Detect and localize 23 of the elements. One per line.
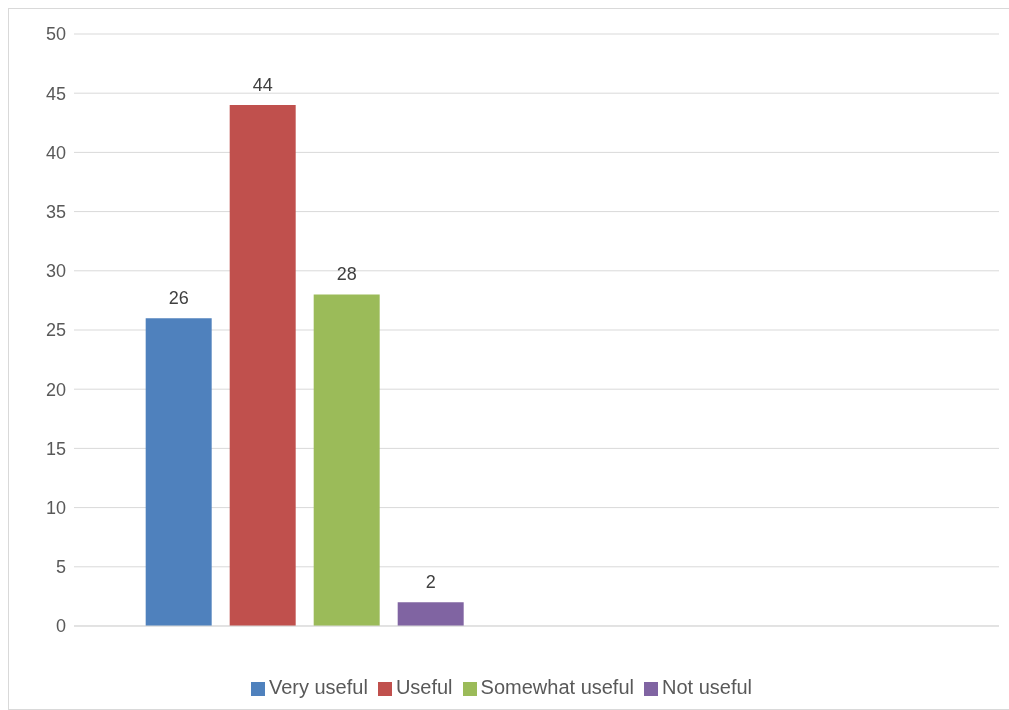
y-tick-label: 0 <box>55 616 66 637</box>
y-tick-label: 20 <box>45 379 66 400</box>
data-label: 44 <box>252 75 273 96</box>
legend-label: Somewhat useful <box>480 676 634 698</box>
data-label: 28 <box>336 264 357 285</box>
legend-label: Very useful <box>268 676 368 698</box>
legend-label: Useful <box>395 676 453 698</box>
y-tick-label: 45 <box>45 83 66 104</box>
data-label: 26 <box>168 288 189 309</box>
y-tick-label: 35 <box>45 201 66 222</box>
y-tick-label: 5 <box>55 557 66 578</box>
bar <box>313 294 380 626</box>
y-tick-label: 50 <box>45 24 66 45</box>
bar <box>145 318 212 626</box>
y-tick-label: 25 <box>45 320 66 341</box>
bar <box>397 602 464 626</box>
y-tick-label: 15 <box>45 438 66 459</box>
y-tick-label: 30 <box>45 261 66 282</box>
bar <box>229 105 296 626</box>
data-label: 2 <box>425 572 436 593</box>
y-tick-label: 10 <box>45 497 66 518</box>
legend-label: Not useful <box>662 676 753 698</box>
y-tick-label: 40 <box>45 142 66 163</box>
